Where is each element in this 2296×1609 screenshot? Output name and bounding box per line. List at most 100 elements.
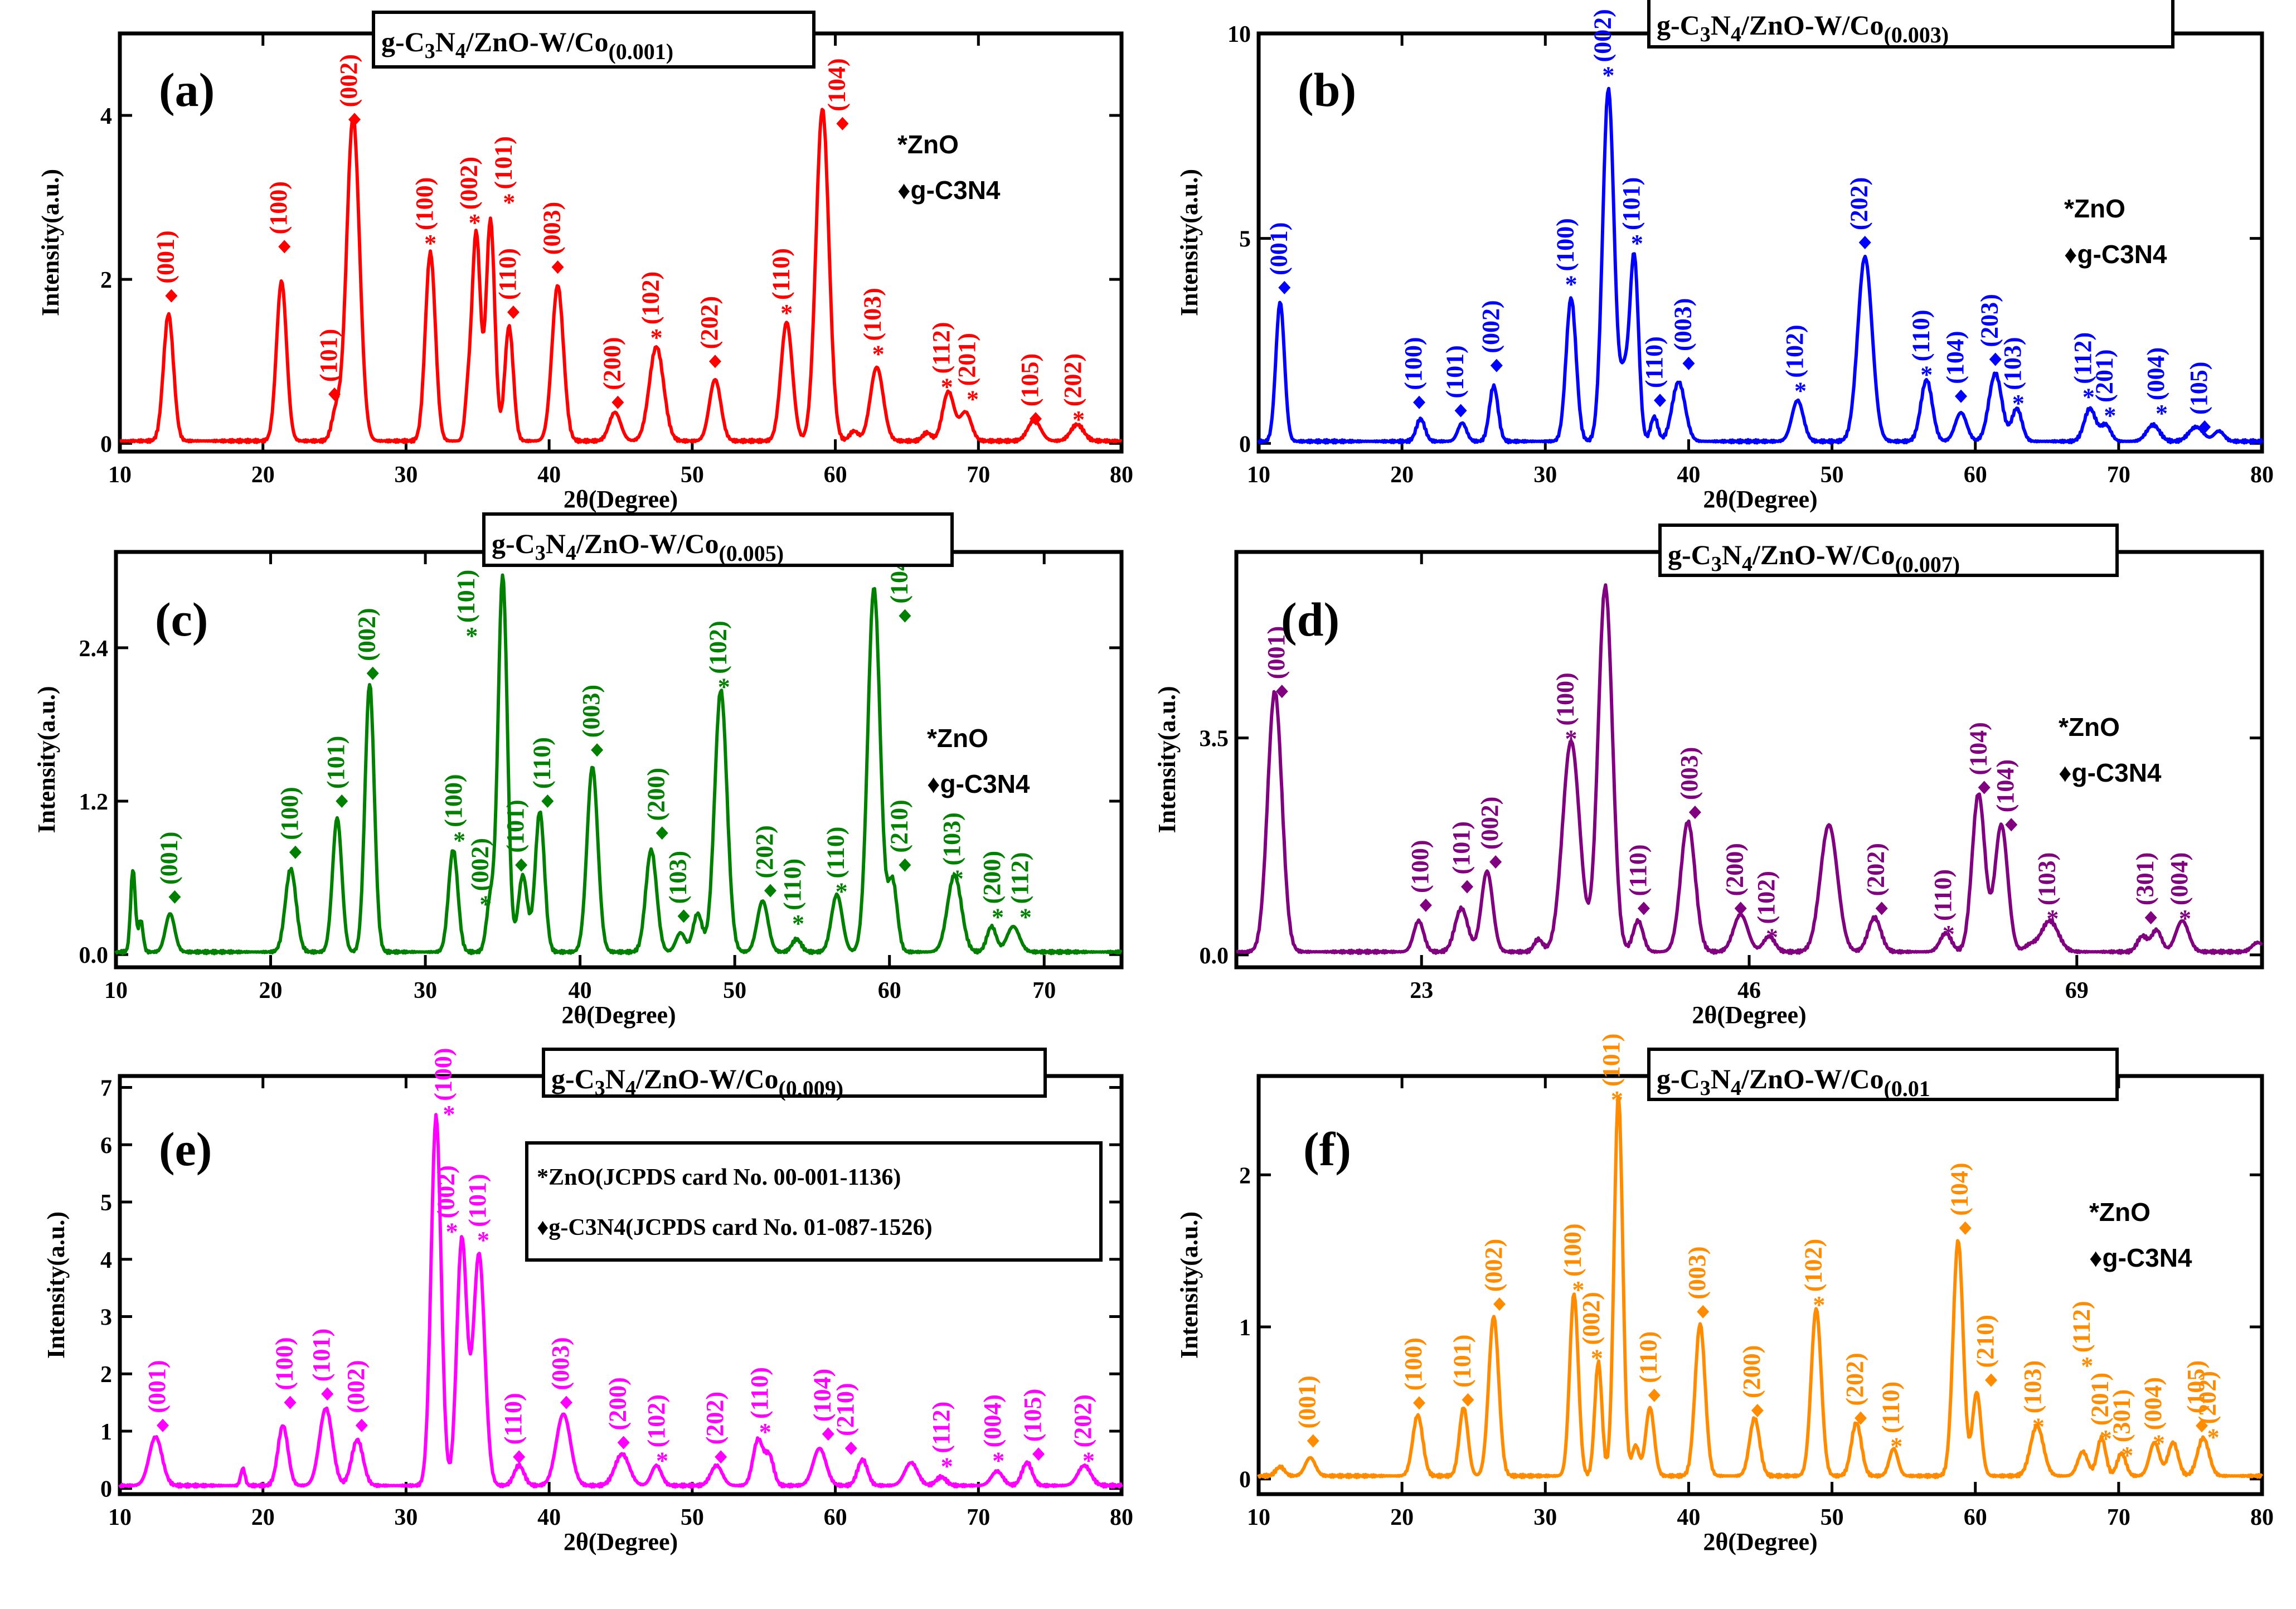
title-box — [1647, 0, 2174, 49]
peak-label: *(101) — [464, 1174, 491, 1253]
peak-hkl-label: (100) — [276, 787, 303, 840]
diamond-marker — [1875, 902, 1888, 915]
peak-label: *(102) — [705, 621, 732, 700]
peak-hkl-label: (003) — [1669, 298, 1696, 351]
peak-label: (200) — [1721, 843, 1749, 915]
peak-label: (003) — [577, 685, 605, 757]
peak-label: *(112) — [1006, 852, 1033, 930]
x-tick-label: 10 — [108, 462, 132, 488]
peak-label: *(201) — [953, 333, 980, 413]
y-axis-label: Intensity(a.u.) — [42, 1211, 70, 1359]
peak-label: *(100) — [1552, 218, 1579, 298]
diamond-marker — [321, 1387, 334, 1401]
peak-label: (100) — [265, 181, 292, 254]
peak-hkl-label: (104) — [823, 58, 850, 111]
peak-hkl-label: (103) — [2033, 852, 2060, 905]
peak-hkl-label: (101) — [489, 136, 517, 189]
diamond-marker — [1978, 781, 1991, 794]
panel-f: 10 20 30 40 50 60 70 80 0 1 2 2θ(Degree) Intensity(a… — [1176, 1034, 2274, 1555]
asterisk-marker: * — [446, 1218, 458, 1245]
asterisk-marker: * — [1943, 920, 1955, 948]
sample-title: g-C3​N4​/ZnO-W/Co(0.001) — [381, 26, 673, 64]
peak-hkl-label: (112) — [928, 1402, 955, 1453]
sample-title: g-C3​N4​/ZnO-W/Co(0.005) — [492, 528, 784, 566]
peak-label: (104) — [1965, 722, 1992, 794]
peak-label: (200) — [643, 768, 670, 840]
peak-label: (202) — [701, 1392, 729, 1464]
diamond-marker — [515, 858, 528, 872]
diamond-marker — [157, 1418, 169, 1432]
peak-label: *(002) — [455, 157, 483, 236]
peak-hkl-label: (112) — [1006, 852, 1033, 904]
peak-hkl-label: (002) — [455, 157, 483, 210]
asterisk-marker: * — [2179, 905, 2191, 932]
peak-hkl-label: (202) — [1841, 1353, 1868, 1406]
asterisk-marker: * — [424, 230, 436, 257]
legend: *ZnO ♦g-C3N4 — [927, 724, 1030, 798]
peak-hkl-label: (112) — [928, 322, 955, 374]
x-tick-label: 46 — [1737, 978, 1761, 1004]
legend-gc3n4: ♦g-C3N4 — [2064, 240, 2167, 269]
peak-label: *(100) — [429, 1048, 457, 1127]
panel-letter: (c) — [155, 593, 208, 646]
peak-hkl-label: (101) — [315, 329, 342, 382]
y-tick-label: 4 — [100, 1248, 112, 1273]
diamond-marker — [2144, 911, 2157, 925]
peak-hkl-label: (202) — [1059, 353, 1086, 406]
peak-hkl-label: (210) — [832, 1383, 859, 1436]
peak-hkl-label: (002) — [466, 838, 493, 891]
peak-label: (104) — [823, 58, 850, 130]
plot-frame — [1256, 31, 2264, 454]
peak-hkl-label: (110) — [767, 248, 794, 300]
peak-hkl-label: (103) — [1999, 337, 2026, 390]
peak-hkl-label: (003) — [1683, 1246, 1711, 1299]
diamond-marker — [1413, 395, 1425, 409]
peak-label: (002) — [353, 608, 381, 680]
asterisk-marker: * — [836, 878, 848, 905]
peak-hkl-label: (103) — [2019, 1360, 2046, 1413]
peak-label: *(202) — [2194, 1371, 2221, 1451]
x-axis-label: 2θ(Degree) — [1703, 1528, 1817, 1555]
peak-hkl-label: (103) — [664, 851, 692, 904]
peak-hkl-label: (110) — [1929, 869, 1957, 921]
peak-hkl-label: (001) — [1294, 1375, 1321, 1428]
asterisk-marker: * — [1565, 725, 1577, 753]
legend-gc3n4: ♦g-C3N4 — [897, 176, 1001, 205]
peak-label: (101) — [1448, 821, 1475, 894]
peak-label: (003) — [547, 1337, 574, 1409]
peak-label: (110) — [1640, 336, 1668, 408]
panel-letter: (b) — [1298, 63, 1356, 117]
peak-hkl-label: (001) — [152, 230, 179, 283]
diamond-marker — [1637, 902, 1650, 915]
asterisk-marker: * — [2156, 400, 2168, 427]
plot-frame — [118, 31, 1124, 454]
asterisk-marker: * — [469, 209, 481, 236]
peak-hkl-label: (002) — [342, 1360, 370, 1413]
asterisk-marker: * — [759, 1418, 771, 1446]
peak-label: (101) — [315, 329, 342, 401]
peak-hkl-label: (100) — [1552, 218, 1579, 271]
peak-label: *(103) — [2033, 852, 2060, 932]
x-tick-label: 30 — [414, 978, 437, 1004]
diamond-marker — [611, 395, 624, 409]
plot-frame — [114, 550, 1124, 970]
asterisk-marker: * — [952, 865, 964, 893]
asterisk-marker: * — [2081, 1352, 2093, 1379]
peak-label: *(002) — [1577, 1292, 1605, 1371]
peak-hkl-label: (202) — [751, 825, 778, 878]
plot-frame — [118, 1074, 1124, 1496]
peak-hkl-label: (002) — [1476, 797, 1503, 850]
peak-label: (002) — [342, 1360, 370, 1432]
peak-hkl-label: (105) — [1019, 1389, 1046, 1442]
x-tick-label: 80 — [1110, 1505, 1133, 1530]
diamond-marker — [2005, 818, 2018, 832]
diamond-marker — [899, 858, 911, 872]
xrd-trace — [1236, 583, 2264, 956]
peak-label: (202) — [751, 825, 778, 898]
peak-label: *(110) — [822, 827, 850, 905]
asterisk-marker: * — [1602, 62, 1614, 89]
peak-label: *(102) — [643, 1394, 670, 1474]
peak-hkl-label: (101) — [1441, 345, 1469, 398]
peak-hkl-label: (001) — [155, 832, 182, 885]
panel-c: 10 20 30 40 50 60 70 0.0 1.2 2.4 2θ(Degree) Intensi… — [33, 512, 1124, 1029]
